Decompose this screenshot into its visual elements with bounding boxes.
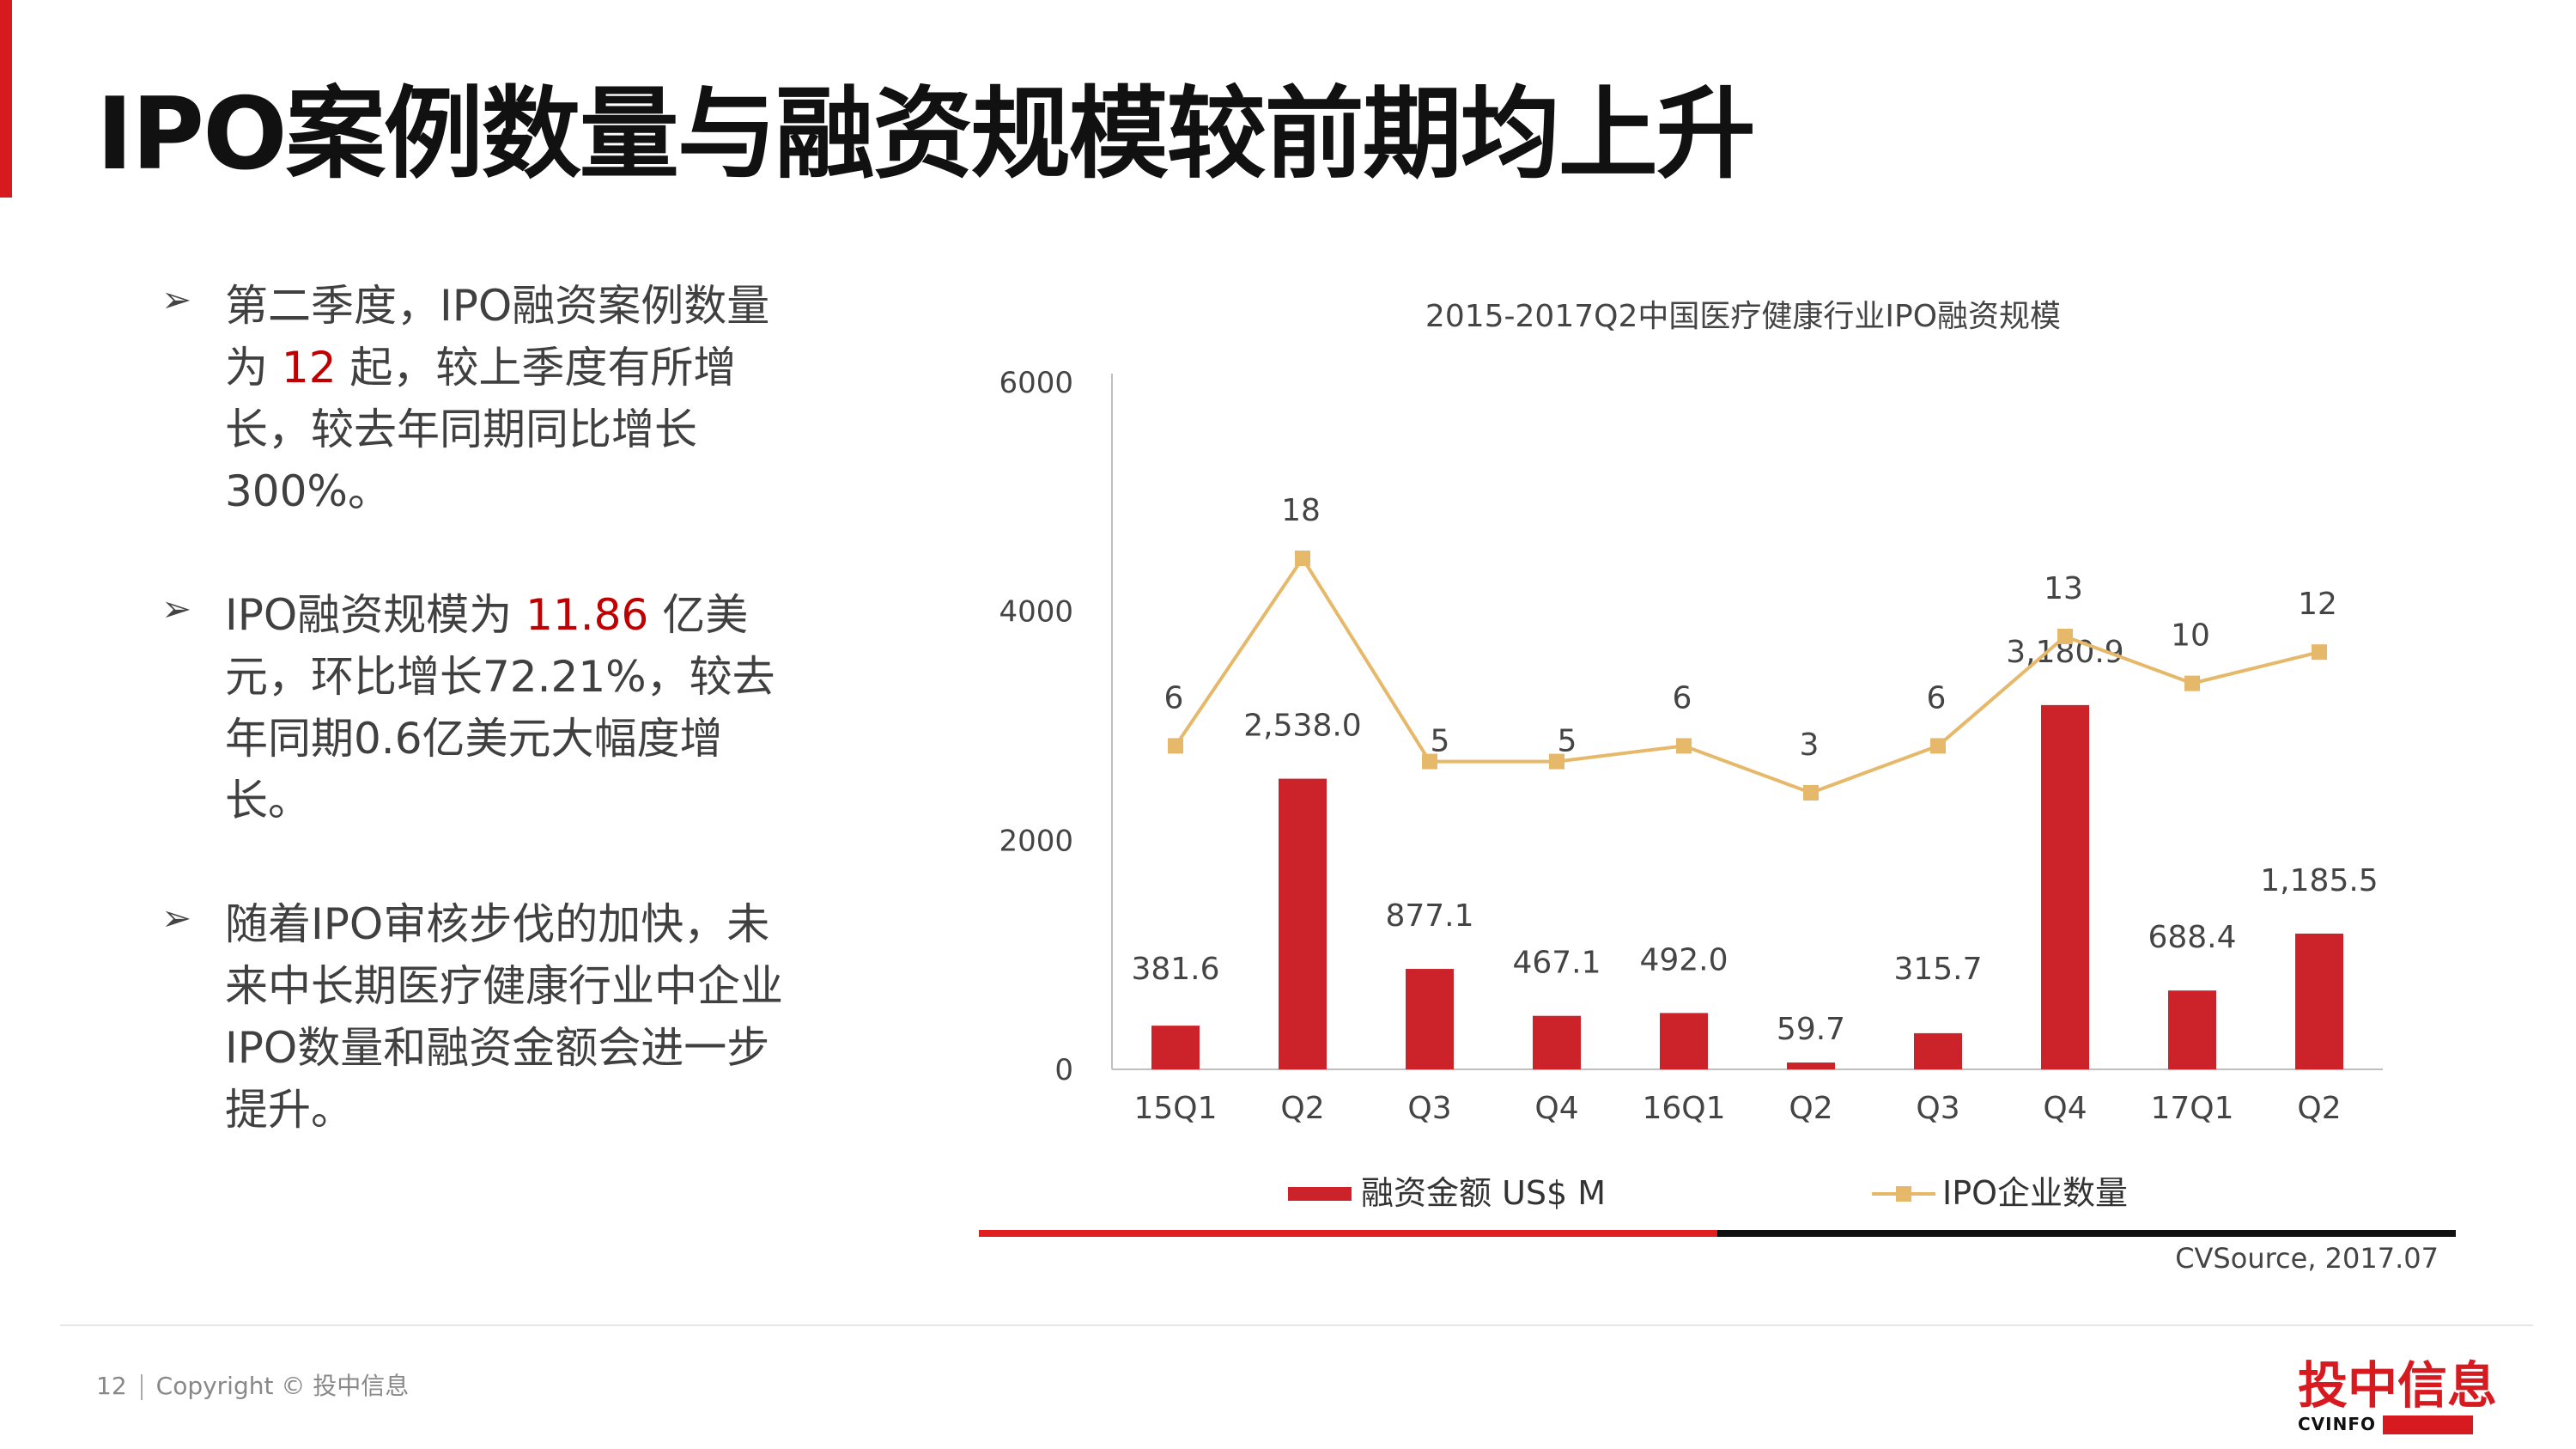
page-number: 12: [96, 1372, 127, 1400]
bullet-list: ➢ 第二季度，IPO融资案例数量为 12 起，较上季度有所增长，较去年同期同比增…: [156, 275, 792, 1202]
ipo-chart: 2015-2017Q2中国医疗健康行业IPO融资规模 0 2000 4000 6000 3…: [999, 299, 2383, 1212]
cvinfo-logo: 投中信息 CVINFO: [2298, 1356, 2498, 1434]
bar: [1533, 1015, 1581, 1069]
bullet-arrow-icon: ➢: [161, 278, 192, 320]
bullet-item: ➢ IPO融资规模为 11.86 亿美元，环比增长72.21%，较去年同期0.6…: [156, 584, 792, 831]
bar: [2041, 704, 2089, 1069]
x-tick-label: Q3: [1407, 1091, 1451, 1126]
y-tick-label: 0: [1054, 1053, 1073, 1087]
bar: [1151, 1026, 1200, 1069]
footer-separator: [140, 1374, 143, 1400]
bar-data-label: 492.0: [1639, 942, 1728, 977]
line-data-label: 5: [1558, 724, 1577, 759]
page-title: IPO案例数量与融资规模较前期均上升: [96, 76, 1756, 192]
bar-data-label: 2,538.0: [1243, 709, 1361, 744]
line-marker: [1676, 738, 1692, 754]
bar: [1406, 969, 1454, 1069]
y-tick-label: 4000: [999, 595, 1073, 630]
bar: [1279, 778, 1327, 1069]
bullet-item: ➢ 随着IPO审核步伐的加快，未来中长期医疗健康行业中企业IPO数量和融资金额会…: [156, 893, 792, 1141]
bullet-item: ➢ 第二季度，IPO融资案例数量为 12 起，较上季度有所增长，较去年同期同比增…: [156, 275, 792, 522]
y-tick-label: 6000: [999, 366, 1073, 400]
title-accent-bar: [0, 0, 12, 198]
copyright: Copyright © 投中信息: [155, 1372, 410, 1400]
line-data-label: 13: [2044, 571, 2083, 606]
count-series-line: [1174, 555, 2320, 795]
line-data-label: 6: [1164, 680, 1184, 715]
x-tick-label: Q3: [1916, 1091, 1959, 1126]
bar-data-label: 1,185.5: [2260, 863, 2378, 898]
line-data-label: 6: [1673, 680, 1692, 715]
line-marker: [1422, 753, 1437, 770]
bar-data-label: 315.7: [1893, 952, 1982, 987]
x-tick-label: Q4: [2043, 1091, 2087, 1126]
line-marker: [1549, 753, 1564, 770]
x-tick-label: Q2: [2297, 1091, 2341, 1126]
bullet-arrow-icon: ➢: [161, 588, 192, 630]
source-rule-red: [979, 1230, 1717, 1237]
bullet-text: IPO融资规模为 11.86 亿美元，环比增长72.21%，较去年同期0.6亿美…: [225, 590, 775, 825]
bar-data-label: 381.6: [1131, 952, 1219, 987]
line-data-label: 6: [1927, 680, 1947, 715]
x-tick-label: 16Q1: [1642, 1091, 1725, 1126]
bar-data-label: 877.1: [1385, 898, 1473, 934]
chart-title: 2015-2017Q2中国医疗健康行业IPO融资规模: [1425, 299, 2061, 334]
line-marker: [2312, 644, 2327, 661]
x-tick-label: 15Q1: [1133, 1091, 1217, 1126]
line-marker: [1803, 785, 1819, 801]
line-marker: [2057, 629, 2073, 644]
source-note: CVSource, 2017.07: [2175, 1242, 2439, 1275]
bullet-text: 随着IPO审核步伐的加快，未来中长期医疗健康行业中企业IPO数量和融资金额会进一…: [225, 899, 783, 1135]
line-data-label: 5: [1431, 724, 1450, 759]
bar-data-label: 467.1: [1512, 946, 1601, 981]
legend-bar-swatch: [1288, 1187, 1352, 1201]
legend-line-marker: [1896, 1186, 1911, 1202]
bar: [2168, 990, 2216, 1069]
line-data-label: 10: [2171, 618, 2210, 654]
x-tick-label: 17Q1: [2150, 1091, 2233, 1126]
y-tick-label: 2000: [999, 824, 1073, 858]
x-tick-label: Q2: [1280, 1091, 1324, 1126]
line-data-label: 18: [1281, 493, 1321, 528]
source-rule-black: [1717, 1230, 2456, 1237]
bar-data-label: 59.7: [1777, 1012, 1845, 1047]
bullet-arrow-icon: ➢: [161, 897, 192, 939]
bar: [1660, 1013, 1708, 1069]
footer-divider: [60, 1324, 2533, 1326]
line-data-label: 12: [2298, 587, 2337, 622]
highlight-value: 11.86: [526, 590, 649, 640]
legend-line-label: IPO企业数量: [1942, 1174, 2128, 1212]
bullet-text: 第二季度，IPO融资案例数量为 12 起，较上季度有所增长，较去年同期同比增长3…: [225, 281, 770, 516]
bar: [2295, 933, 2343, 1069]
line-data-label: 3: [1800, 728, 1820, 763]
x-tick-label: Q2: [1789, 1091, 1832, 1126]
line-marker: [1168, 738, 1183, 754]
legend-bar-label: 融资金额 US$ M: [1361, 1174, 1606, 1212]
bar: [1787, 1062, 1835, 1069]
bar-data-label: 688.4: [2148, 920, 2236, 955]
line-marker: [2184, 675, 2200, 691]
line-marker: [1930, 738, 1946, 754]
footer: 12 Copyright © 投中信息: [96, 1367, 409, 1402]
line-marker: [1295, 551, 1310, 566]
highlight-value: 12: [281, 343, 337, 393]
x-tick-label: Q4: [1534, 1091, 1578, 1126]
bar: [1914, 1032, 1962, 1069]
